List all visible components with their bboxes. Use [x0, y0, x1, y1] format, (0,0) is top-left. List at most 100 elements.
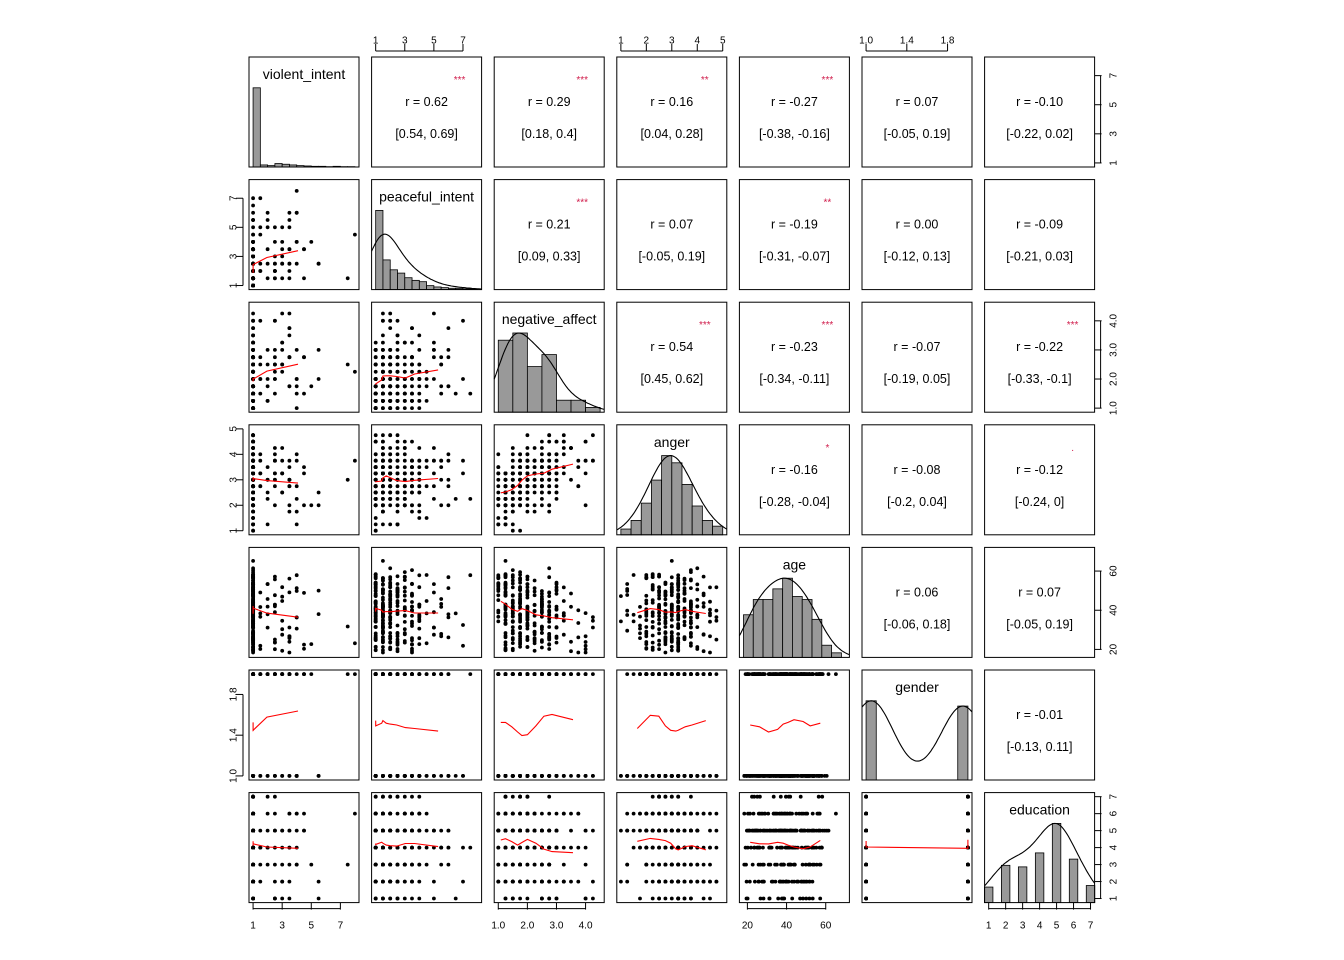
- correlation-panel-anger-gender: r = -0.08[-0.2, 0.04]: [861, 424, 973, 536]
- data-point: [532, 484, 537, 489]
- data-point: [657, 596, 661, 601]
- data-point: [273, 369, 277, 374]
- data-point: [834, 672, 838, 676]
- data-point: [294, 240, 299, 244]
- data-point: [417, 896, 422, 901]
- histogram-bar: [497, 339, 514, 413]
- data-point: [402, 631, 407, 635]
- data-point: [591, 672, 595, 676]
- data-point: [251, 210, 256, 215]
- data-point: [388, 355, 393, 360]
- correlation-panel-violent_intent-anger: **r = 0.16[0.04, 0.28]: [616, 56, 728, 168]
- data-point: [395, 774, 400, 778]
- data-point: [503, 631, 508, 635]
- data-point: [381, 433, 385, 438]
- smoother-line: [252, 363, 299, 382]
- data-point: [503, 614, 508, 619]
- data-point: [461, 458, 465, 463]
- data-point: [676, 617, 681, 622]
- data-point: [251, 433, 256, 438]
- data-point: [410, 465, 414, 469]
- data-point: [561, 452, 566, 457]
- data-point: [708, 672, 712, 676]
- data-point: [294, 672, 299, 676]
- data-point: [265, 362, 270, 367]
- data-point: [761, 774, 766, 778]
- data-point: [273, 602, 277, 607]
- data-point: [395, 497, 400, 501]
- data-point: [258, 362, 263, 367]
- data-point: [251, 439, 256, 444]
- data-point: [402, 613, 407, 618]
- data-point: [395, 433, 400, 438]
- correlation-panel-violent_intent-negative_affect: ***r = 0.29[0.18, 0.4]: [493, 56, 605, 168]
- data-point: [410, 646, 414, 651]
- data-point: [309, 642, 314, 646]
- data-point: [669, 644, 674, 649]
- histogram-bar: [411, 279, 420, 290]
- data-point: [258, 672, 263, 676]
- scatter-panel-peaceful_intent-anger: [371, 424, 483, 536]
- data-point: [265, 348, 270, 352]
- data-point: [561, 672, 566, 676]
- data-point: [583, 458, 588, 463]
- data-point: [294, 406, 299, 410]
- data-point: [547, 774, 552, 778]
- data-point: [669, 588, 674, 592]
- data-point: [424, 465, 429, 469]
- data-point: [316, 348, 321, 352]
- data-point: [273, 348, 277, 352]
- correlation-value: r = -0.22: [1016, 340, 1063, 354]
- data-point: [576, 465, 581, 469]
- data-point: [410, 672, 414, 676]
- data-point: [302, 471, 306, 476]
- data-point: [714, 608, 719, 613]
- data-point: [503, 586, 508, 591]
- data-point: [547, 465, 552, 469]
- data-point: [676, 600, 681, 604]
- data-point: [373, 625, 378, 629]
- data-point: [631, 619, 636, 624]
- data-point: [417, 384, 422, 389]
- data-point: [561, 613, 566, 618]
- data-point: [265, 490, 270, 495]
- data-point: [657, 585, 661, 590]
- data-point: [510, 774, 515, 778]
- data-point: [287, 503, 292, 508]
- correlation-value: r = -0.07: [894, 340, 941, 354]
- data-point: [395, 503, 400, 508]
- panel-frame: [371, 669, 483, 781]
- data-point: [280, 362, 285, 367]
- smoother-line: [500, 713, 574, 737]
- data-point: [510, 522, 515, 527]
- data-point: [251, 645, 256, 650]
- data-point: [417, 458, 422, 463]
- panel-frame: [984, 546, 1096, 658]
- data-point: [373, 631, 378, 636]
- data-point: [461, 623, 465, 627]
- data-point: [510, 484, 515, 489]
- data-point: [547, 439, 552, 444]
- data-point: [758, 672, 763, 676]
- data-point: [676, 774, 681, 778]
- correlation-value: r = -0.01: [1016, 708, 1063, 722]
- data-point: [569, 672, 573, 676]
- data-point: [525, 484, 530, 489]
- data-point: [280, 446, 285, 450]
- scatter-panel-anger-age: [616, 546, 728, 658]
- data-point: [676, 672, 681, 676]
- histogram-bar: [865, 700, 877, 781]
- data-point: [316, 490, 321, 495]
- data-point: [265, 774, 270, 778]
- data-point: [510, 581, 515, 586]
- data-point: [644, 774, 649, 778]
- data-point: [280, 828, 285, 833]
- data-point: [273, 577, 277, 582]
- data-point: [650, 575, 655, 579]
- confidence-interval: [-0.05, 0.19]: [638, 250, 705, 264]
- data-point: [373, 362, 378, 367]
- data-point: [518, 576, 522, 581]
- scatter-panel-peaceful_intent-gender: [371, 669, 483, 781]
- data-point: [644, 575, 649, 580]
- data-point: [518, 580, 522, 585]
